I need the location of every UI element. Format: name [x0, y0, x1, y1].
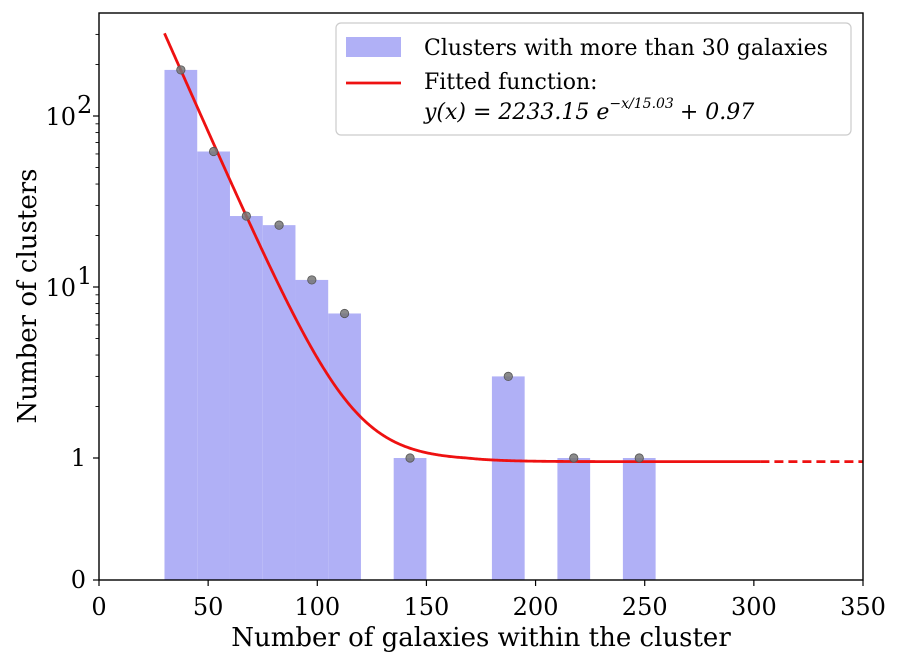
legend-histogram-label: Clusters with more than 30 galaxies: [424, 36, 828, 61]
histogram-bar-7: [491, 376, 525, 580]
x-tick-label-4: 200: [513, 593, 559, 621]
histogram-bar-9: [622, 458, 656, 580]
legend-fit-formula: y(x) = 2233.15 e−x/15.03 + 0.97: [423, 96, 754, 125]
x-tick-label-5: 250: [622, 593, 668, 621]
fit-formula-prefix: y(x) = 2233.15 e: [423, 100, 609, 125]
data-point-8: [569, 453, 579, 463]
histogram-bar-3: [262, 225, 296, 581]
histogram-bar-5: [328, 313, 361, 580]
x-tick-label-3: 150: [404, 593, 450, 621]
data-point-1: [209, 146, 219, 157]
y-tick-label-0: 0: [71, 566, 86, 594]
data-point-4: [307, 275, 317, 285]
histogram-bar-0: [164, 69, 198, 581]
y-tick-label-1: 1: [71, 444, 86, 472]
histogram-bar-8: [557, 458, 591, 580]
data-point-9: [634, 453, 644, 463]
data-point-2: [241, 211, 251, 221]
y-axis-title: Number of clusters: [13, 169, 43, 424]
legend-box: [335, 22, 852, 136]
data-point-7: [503, 371, 513, 382]
fit-formula-suffix: + 0.97: [680, 100, 754, 125]
y-tick-exponent-2: 1: [77, 262, 92, 290]
x-tick-label-2: 100: [294, 593, 340, 621]
plot-frame: [98, 12, 864, 581]
histogram-bars: [164, 69, 656, 581]
fit-formula-exponent: −x/15.03: [609, 96, 674, 112]
x-tick-label-1: 50: [193, 593, 224, 621]
y-tick-label-2: 10: [45, 274, 76, 302]
x-tick-label-0: 0: [91, 593, 106, 621]
y-tick-exponent-3: 2: [77, 91, 92, 119]
fit-curve: [163, 32, 863, 464]
data-point-0: [176, 65, 186, 75]
x-axis-title: Number of galaxies within the cluster: [231, 623, 731, 653]
x-axis-ticks: 0 50 100 150 200 250 300 350: [91, 580, 886, 621]
data-point-6: [405, 453, 415, 463]
fit-curve-solid: [163, 32, 761, 464]
y-tick-label-3: 10: [45, 103, 76, 131]
legend-histogram-swatch: [346, 37, 401, 57]
legend-fit-label: Fitted function:: [424, 70, 598, 95]
histogram-bar-1: [197, 151, 230, 580]
x-tick-label-6: 300: [731, 593, 777, 621]
data-point-3: [274, 220, 284, 230]
data-point-5: [339, 308, 350, 319]
histogram-bar-2: [229, 216, 263, 580]
histogram-bar-6: [393, 458, 427, 580]
data-points: [176, 65, 644, 463]
legend: Clusters with more than 30 galaxies Fitt…: [335, 22, 852, 136]
x-tick-label-7: 350: [840, 593, 886, 621]
